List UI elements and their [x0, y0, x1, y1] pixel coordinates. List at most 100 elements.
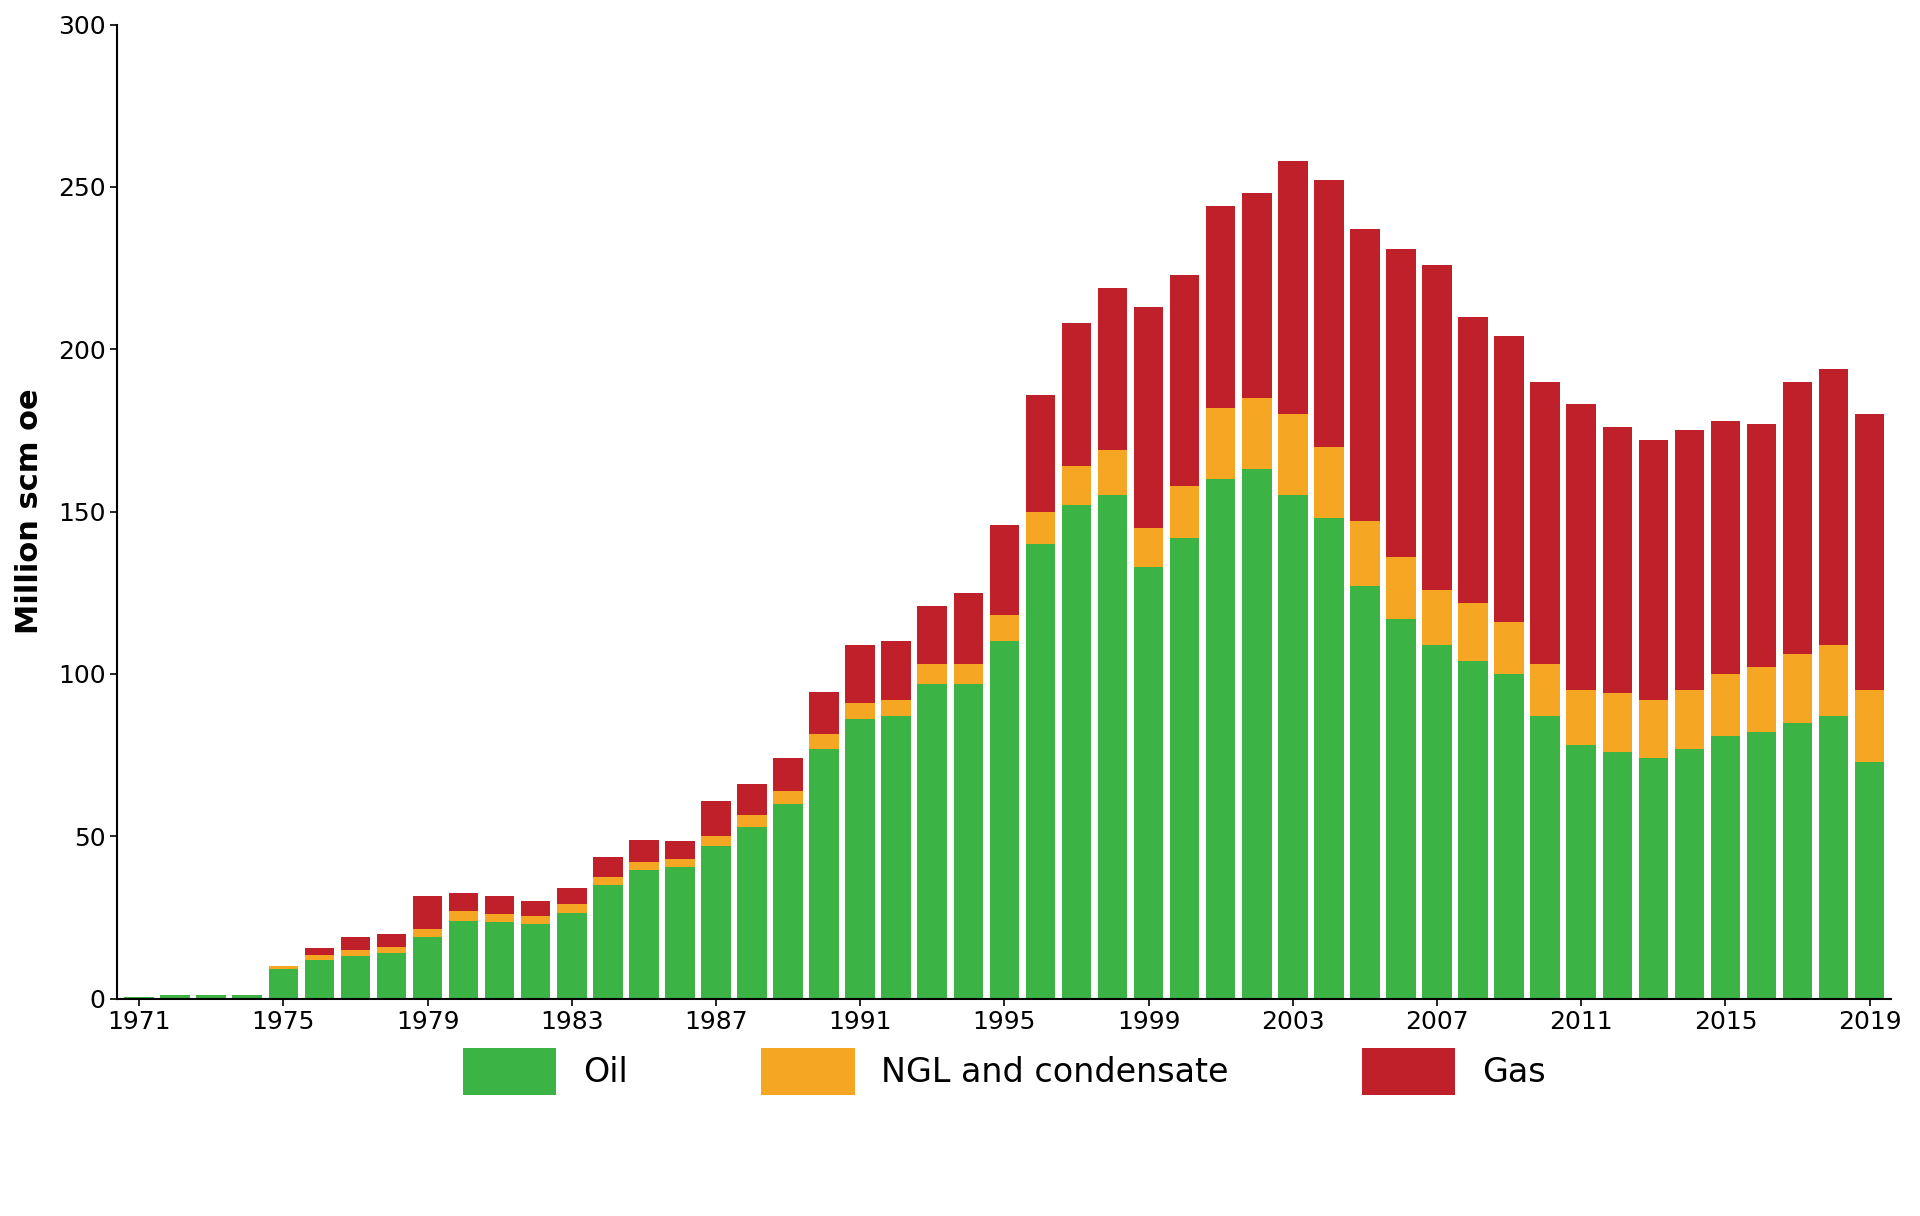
Bar	[593, 877, 622, 885]
Bar	[1459, 662, 1488, 998]
Bar	[954, 664, 983, 683]
Bar	[1242, 469, 1271, 998]
Bar	[1747, 424, 1776, 668]
Bar	[1530, 716, 1559, 998]
Bar	[593, 857, 622, 877]
Bar	[701, 837, 732, 846]
Bar	[1784, 722, 1812, 998]
Bar	[1098, 495, 1127, 998]
Bar	[918, 683, 947, 998]
Bar	[1206, 479, 1235, 998]
Bar	[593, 885, 622, 998]
Bar	[1747, 668, 1776, 732]
Bar	[737, 827, 766, 998]
Bar	[1279, 415, 1308, 495]
Bar	[1638, 700, 1668, 759]
Bar	[1603, 693, 1632, 751]
Bar	[1386, 557, 1415, 619]
Bar	[1567, 405, 1596, 691]
Bar	[918, 606, 947, 664]
Bar	[1494, 337, 1524, 623]
Bar	[1098, 287, 1127, 450]
Bar	[125, 997, 154, 998]
Bar	[954, 683, 983, 998]
Bar	[1135, 567, 1164, 998]
Bar	[305, 948, 334, 955]
Bar	[845, 644, 876, 703]
Bar	[1567, 745, 1596, 998]
Bar	[1855, 761, 1885, 998]
Bar	[413, 929, 442, 938]
Bar	[989, 524, 1020, 615]
Bar	[1062, 505, 1091, 998]
Bar	[1711, 674, 1740, 736]
Bar	[1025, 512, 1056, 544]
Bar	[161, 996, 190, 998]
Bar	[1206, 207, 1235, 407]
Bar	[340, 938, 371, 950]
Bar	[630, 839, 659, 862]
Bar	[1530, 664, 1559, 716]
Bar	[1674, 430, 1705, 691]
Bar	[1818, 644, 1849, 716]
Bar	[520, 901, 551, 916]
Bar	[1279, 495, 1308, 998]
Bar	[269, 969, 298, 998]
Bar	[413, 896, 442, 929]
Bar	[1313, 518, 1344, 998]
Bar	[1025, 544, 1056, 998]
Bar	[486, 923, 515, 998]
Bar	[1674, 749, 1705, 998]
Bar	[340, 957, 371, 998]
Bar	[810, 692, 839, 734]
Bar	[1567, 691, 1596, 745]
Bar	[1747, 732, 1776, 998]
Bar	[1530, 382, 1559, 664]
Bar	[520, 924, 551, 998]
Bar	[701, 846, 732, 998]
Bar	[664, 841, 695, 858]
Legend: Oil, NGL and condensate, Gas: Oil, NGL and condensate, Gas	[449, 1035, 1559, 1109]
Bar	[881, 716, 910, 998]
Bar	[1638, 440, 1668, 700]
Bar	[774, 790, 803, 804]
Bar	[630, 871, 659, 998]
Bar	[1711, 736, 1740, 998]
Bar	[1674, 691, 1705, 749]
Y-axis label: Million scm oe: Million scm oe	[15, 389, 44, 635]
Bar	[810, 749, 839, 998]
Bar	[1062, 466, 1091, 505]
Bar	[449, 921, 478, 998]
Bar	[376, 953, 407, 998]
Bar	[845, 720, 876, 998]
Bar	[1459, 602, 1488, 662]
Bar	[340, 950, 371, 957]
Bar	[1784, 382, 1812, 654]
Bar	[557, 913, 586, 998]
Bar	[1386, 619, 1415, 998]
Bar	[1423, 265, 1452, 590]
Bar	[918, 664, 947, 683]
Bar	[1855, 415, 1885, 691]
Bar	[1494, 623, 1524, 674]
Bar	[1494, 674, 1524, 998]
Bar	[881, 642, 910, 700]
Bar	[1313, 180, 1344, 446]
Bar	[774, 759, 803, 790]
Bar	[664, 867, 695, 998]
Bar	[954, 592, 983, 664]
Bar	[1386, 248, 1415, 557]
Bar	[1603, 427, 1632, 693]
Bar	[881, 700, 910, 716]
Bar	[1242, 193, 1271, 398]
Bar	[810, 734, 839, 749]
Bar	[449, 911, 478, 921]
Bar	[376, 947, 407, 953]
Bar	[449, 893, 478, 911]
Bar	[557, 905, 586, 913]
Bar	[630, 862, 659, 871]
Bar	[1423, 644, 1452, 998]
Bar	[1603, 751, 1632, 998]
Bar	[1098, 450, 1127, 495]
Bar	[664, 858, 695, 867]
